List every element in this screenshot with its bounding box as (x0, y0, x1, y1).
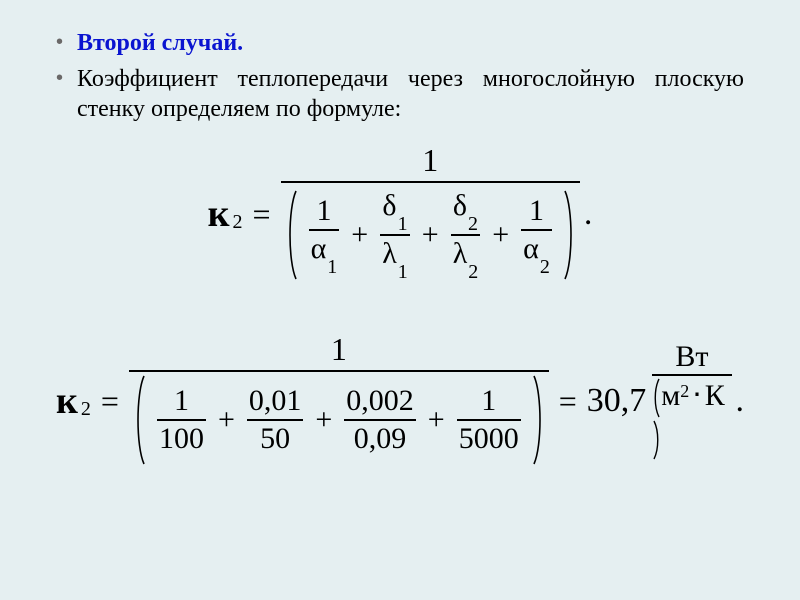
formula-1: к 2 = 1 1 α1 + (56, 142, 744, 286)
term-3: δ2 λ2 (451, 189, 481, 281)
term-4-den: α2 (521, 232, 552, 276)
term-1-den: α1 (309, 232, 340, 276)
term-3: 0,002 0,09 (344, 384, 416, 456)
period: . (580, 195, 593, 233)
paren-right-icon (531, 374, 545, 466)
term-4: 1 α2 (521, 194, 552, 276)
kappa-sub: 2 (232, 211, 243, 234)
term-1-num: 1 (314, 194, 333, 228)
main-fraction: 1 1 α1 + δ1 (281, 142, 580, 286)
equals-sign: = (91, 383, 129, 420)
kappa-symbol: к (208, 192, 232, 236)
term-4-num: 1 (527, 194, 546, 228)
result-value: 30,7 (587, 382, 647, 420)
paren-left-icon (285, 189, 299, 281)
term-3-den: 0,09 (352, 422, 409, 456)
paren-right-icon (562, 189, 576, 281)
term-3-num: 0,002 (344, 384, 416, 418)
bullet-icon: • (56, 28, 63, 56)
paren-group: 1 100 + 0,01 50 + 0,002 (133, 374, 545, 466)
body-text: Коэффициент теплопередачи через многосло… (77, 64, 744, 124)
equals-sign: = (549, 383, 587, 420)
unit-denominator: м2⋅К (652, 377, 731, 461)
term-2: 0,01 50 (247, 384, 304, 456)
plus-sign: + (210, 403, 243, 437)
term-2-num: δ1 (380, 189, 409, 233)
plus-sign: + (414, 218, 447, 252)
term-2: δ1 λ1 (380, 189, 410, 281)
unit-fraction: Вт м2⋅К (652, 341, 731, 461)
term-4-num: 1 (479, 384, 498, 418)
numerator: 1 (327, 331, 351, 368)
term-1-num: 1 (172, 384, 191, 418)
formula-2: к 2 = 1 1 100 + (56, 331, 744, 471)
term-2-den: 50 (258, 422, 292, 456)
paren-group: 1 α1 + δ1 λ1 + δ2 (285, 185, 576, 285)
plus-sign: + (484, 218, 517, 252)
heading-text: Второй случай. (77, 28, 243, 58)
period: . (732, 382, 745, 420)
term-4: 1 5000 (457, 384, 521, 456)
equals-sign: = (243, 196, 281, 233)
plus-sign: + (420, 403, 453, 437)
unit-numerator: Вт (675, 341, 708, 373)
main-fraction-numeric: 1 1 100 + 0,01 (129, 331, 549, 471)
term-2-num: 0,01 (247, 384, 304, 418)
plus-sign: + (307, 403, 340, 437)
term-1: 1 100 (157, 384, 206, 456)
plus-sign: + (343, 218, 376, 252)
kappa-symbol: к (56, 379, 80, 423)
term-3-den: λ2 (451, 237, 481, 281)
numerator: 1 (418, 142, 442, 179)
term-4-den: 5000 (457, 422, 521, 456)
bullet-icon: • (56, 64, 63, 92)
paren-left-icon (133, 374, 147, 466)
heading-row: • Второй случай. (56, 28, 744, 58)
body-row: • Коэффициент теплопередачи через многос… (56, 64, 744, 124)
term-3-num: δ2 (451, 189, 480, 233)
term-1-den: 100 (157, 422, 206, 456)
term-2-den: λ1 (380, 237, 410, 281)
slide: • Второй случай. • Коэффициент теплопере… (0, 0, 800, 600)
kappa-sub: 2 (80, 398, 91, 421)
term-1: 1 α1 (309, 194, 340, 276)
